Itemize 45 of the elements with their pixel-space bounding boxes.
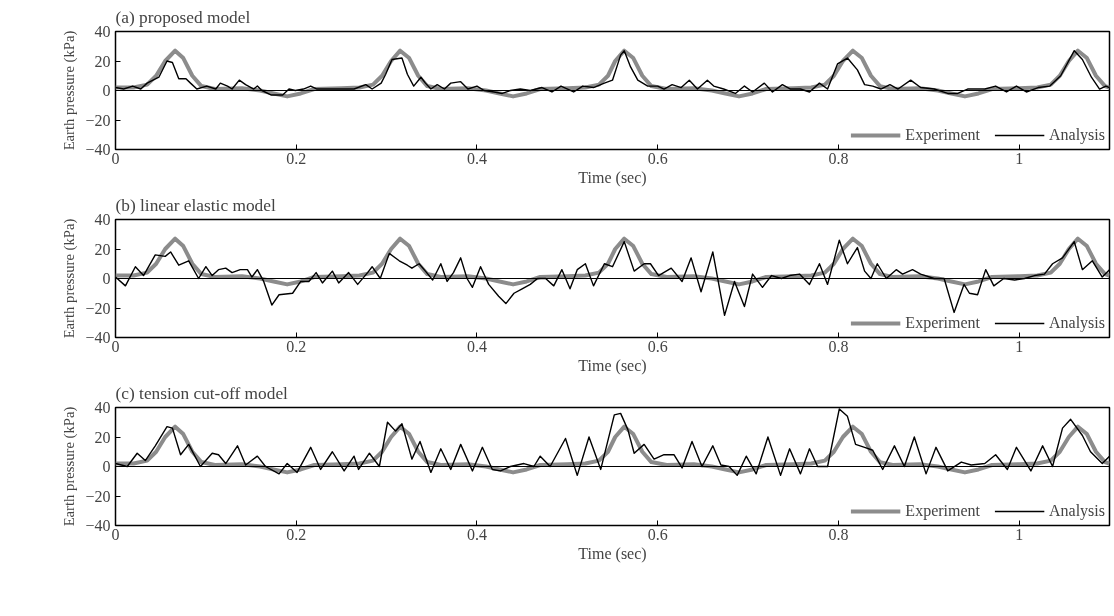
x-tick-label: 0.6 [647, 337, 668, 355]
y-tick-label: −20 [85, 299, 111, 317]
y-tick-label: −20 [85, 111, 111, 129]
y-tick-label: −40 [85, 517, 111, 534]
x-tick-label: 0.8 [828, 337, 849, 355]
x-tick-label: 1 [1015, 525, 1024, 543]
y-axis-title: Earth pressure (kPa) [61, 406, 79, 527]
x-tick-label: 1 [1015, 149, 1024, 167]
x-tick-label: 0.6 [647, 149, 668, 167]
x-tick-label: 0.2 [286, 337, 307, 355]
y-axis-title: Earth pressure (kPa) [61, 30, 79, 151]
legend-label: Experiment [905, 126, 980, 144]
x-tick-label: 0.2 [286, 149, 307, 167]
legend-label: Analysis [1049, 126, 1105, 144]
chart-title: (b) linear elastic model [115, 195, 276, 215]
y-tick-label: 0 [102, 458, 111, 475]
legend-label: Experiment [905, 502, 980, 520]
x-tick-label: 1 [1015, 337, 1024, 355]
x-tick-label: 0.4 [466, 149, 487, 167]
y-tick-label: 0 [102, 270, 111, 287]
chart-title: (c) tension cut-off model [115, 383, 289, 403]
x-tick-label: 0.8 [828, 525, 849, 543]
chart-title: (a) proposed model [115, 7, 251, 27]
legend-label: Analysis [1049, 314, 1105, 332]
x-tick-label: 0.4 [466, 337, 487, 355]
x-tick-label: 0.2 [286, 525, 307, 543]
x-axis-title: Time (sec) [578, 544, 647, 563]
y-tick-label: −40 [85, 329, 111, 346]
y-tick-label: −40 [85, 141, 111, 158]
y-axis-title: Earth pressure (kPa) [61, 218, 79, 339]
y-tick-label: −20 [85, 487, 111, 505]
legend-label: Analysis [1049, 502, 1105, 520]
y-tick-label: 40 [94, 23, 111, 40]
legend-label: Experiment [905, 314, 980, 332]
y-tick-label: 0 [102, 82, 111, 99]
x-axis-title: Time (sec) [578, 168, 647, 187]
y-tick-label: 20 [94, 240, 111, 258]
x-tick-label: 0.4 [466, 525, 487, 543]
x-tick-label: 0.6 [647, 525, 668, 543]
x-axis-title: Time (sec) [578, 356, 647, 375]
x-tick-label: 0.8 [828, 149, 849, 167]
y-tick-label: 20 [94, 52, 111, 70]
y-tick-label: 20 [94, 428, 111, 446]
y-tick-label: 40 [94, 399, 111, 416]
y-tick-label: 40 [94, 211, 111, 228]
